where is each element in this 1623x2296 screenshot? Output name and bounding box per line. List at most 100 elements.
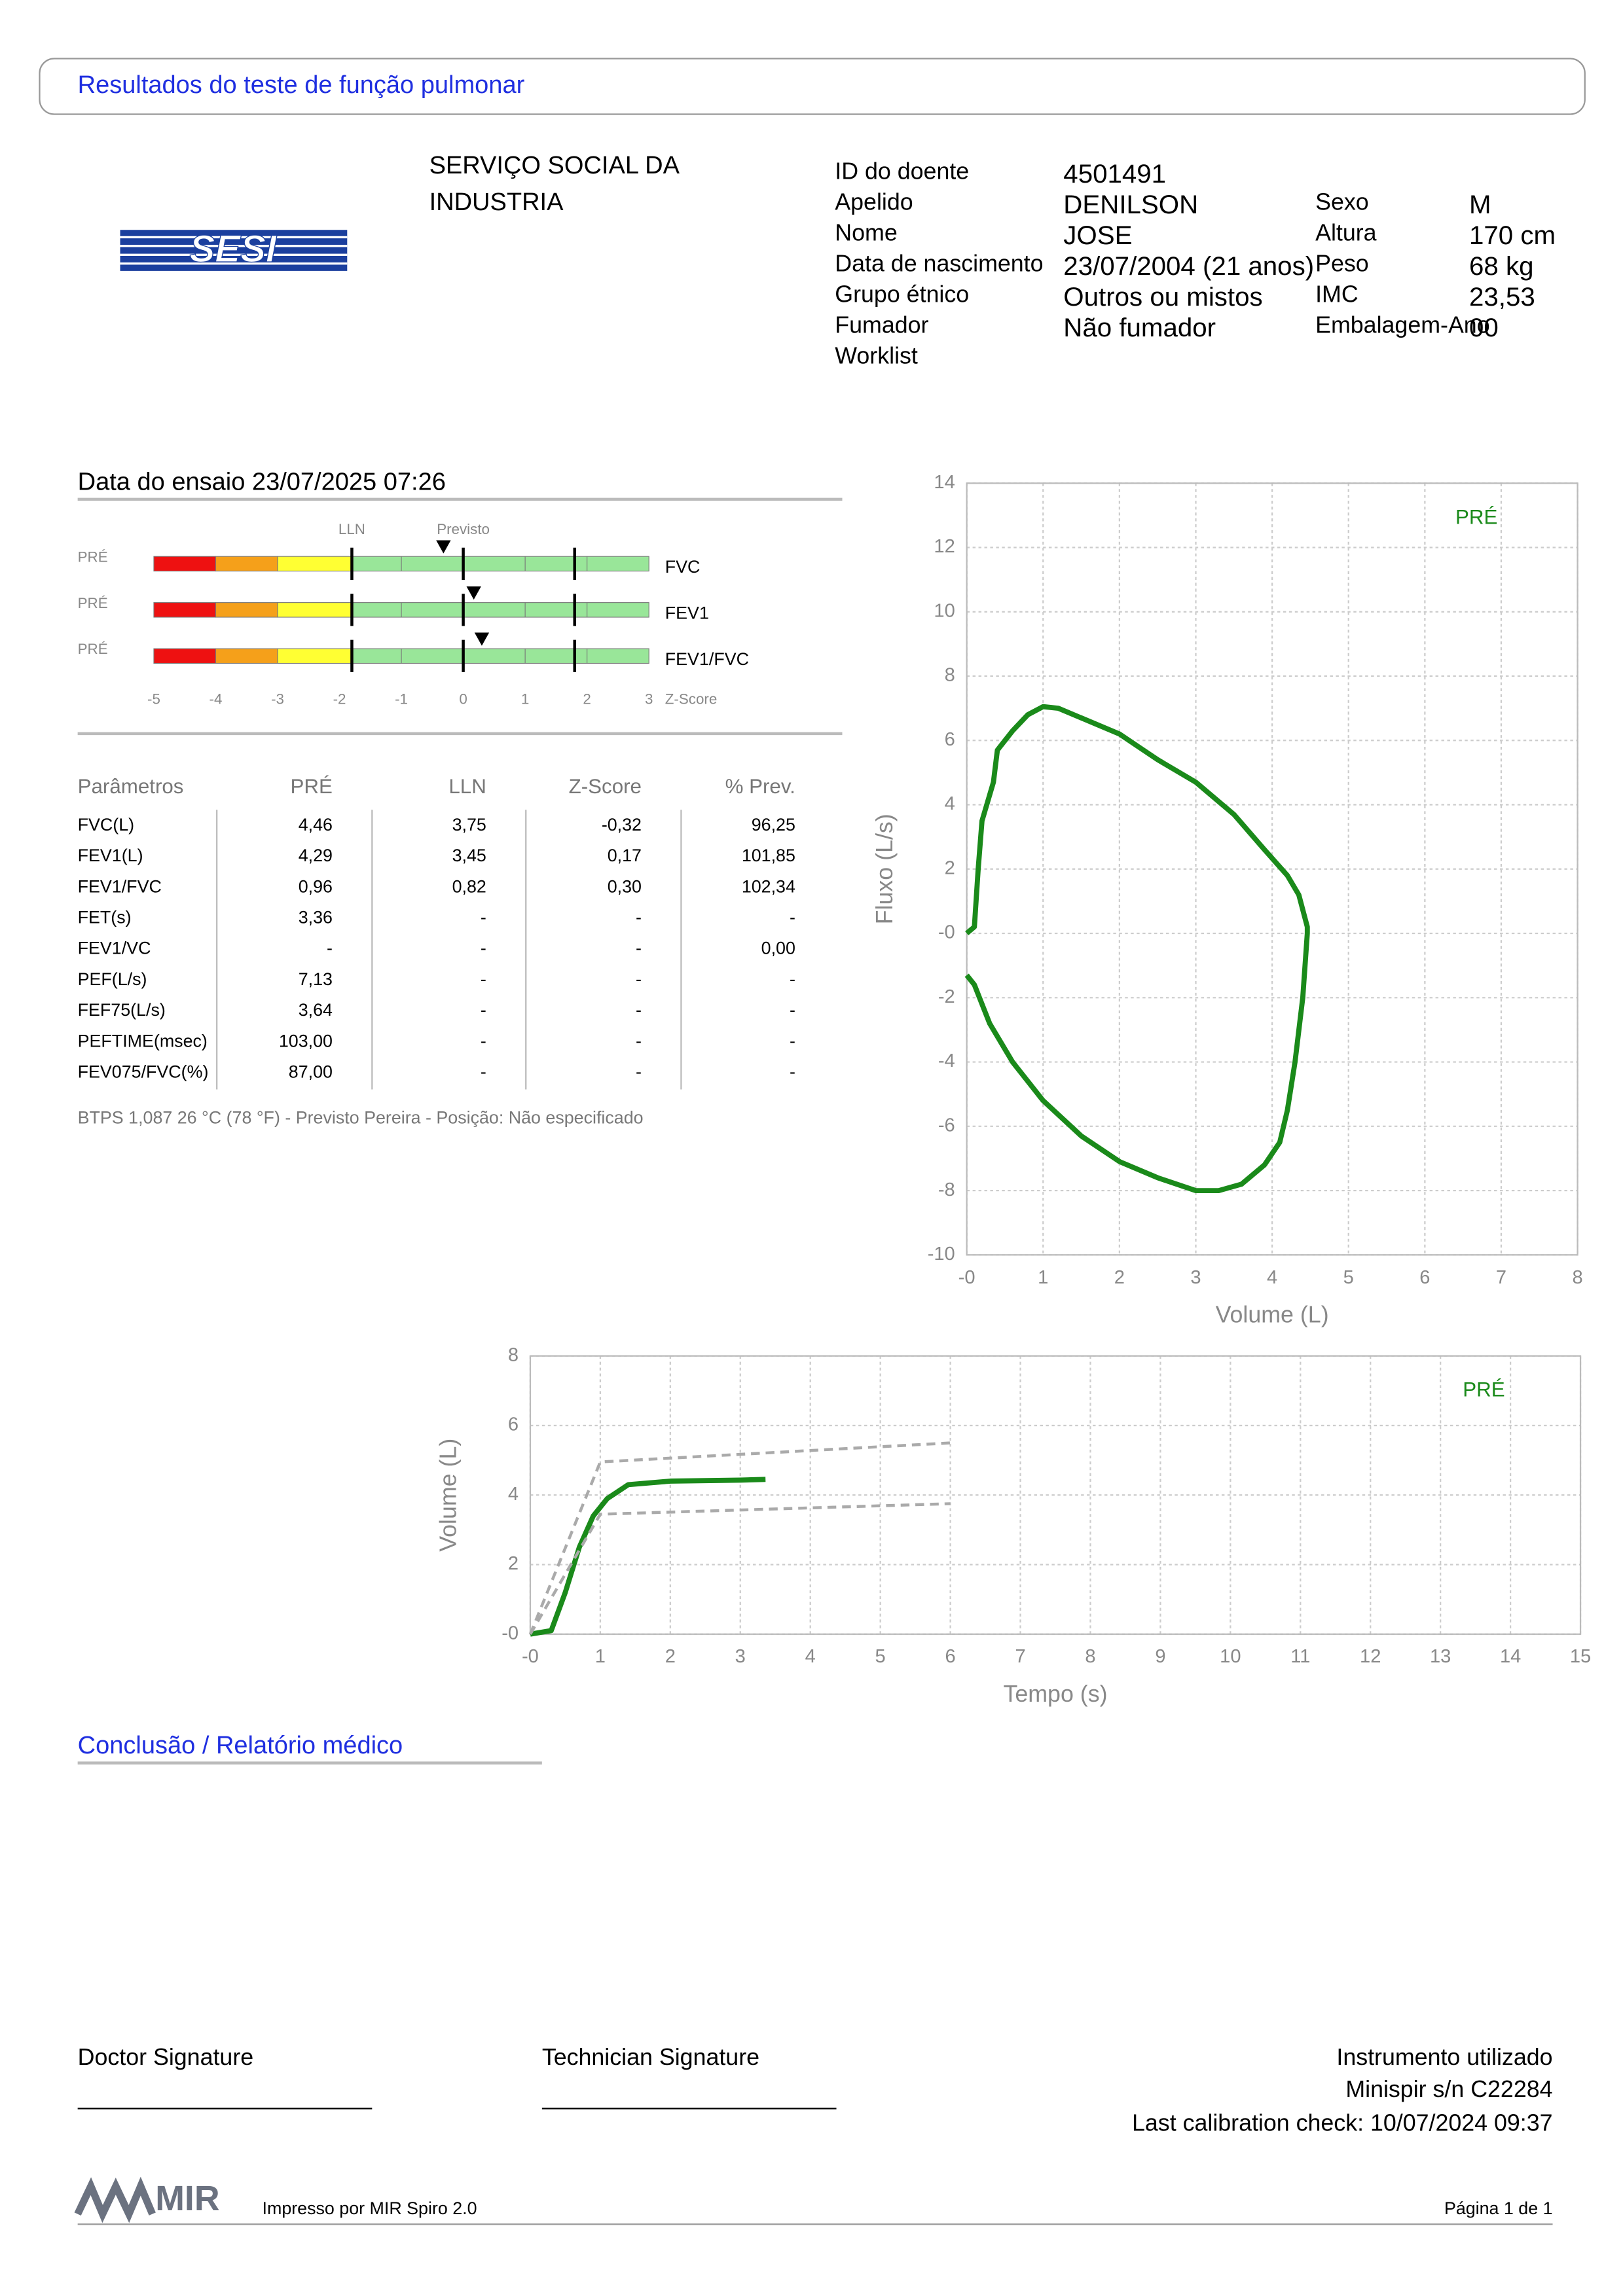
table-cell: - <box>790 908 795 927</box>
row-name: FEV1/FVC <box>78 876 162 896</box>
z-marker <box>466 586 481 600</box>
y-tick-label: 4 <box>945 793 955 814</box>
x-tick-label: 1 <box>1038 1267 1048 1288</box>
x-tick-label: 5 <box>875 1646 886 1667</box>
table-cell: - <box>790 1031 795 1050</box>
y-tick-label: 6 <box>945 729 955 750</box>
row-name: FEV075/FVC(%) <box>78 1062 209 1082</box>
x-tick-label: 6 <box>1419 1267 1430 1288</box>
table-cell: - <box>481 1062 486 1082</box>
header-box <box>39 58 1586 115</box>
z-tick-label: -2 <box>333 691 346 707</box>
z-tick-label: 2 <box>583 691 591 707</box>
table-cell: 101,85 <box>742 846 795 865</box>
y-tick-label: 4 <box>508 1484 519 1505</box>
table-cell: - <box>636 969 642 989</box>
patient-value: 4501491 <box>1063 159 1166 188</box>
row-label: FVC <box>665 557 701 577</box>
y-tick-label: 8 <box>945 665 955 686</box>
y-tick-label: -10 <box>928 1244 955 1265</box>
z-marker <box>474 632 490 646</box>
x-tick-label: 11 <box>1290 1646 1310 1667</box>
z-tick-label: -1 <box>395 691 408 707</box>
table-cell: 4,29 <box>299 846 333 865</box>
patient-value: JOSE <box>1063 221 1132 250</box>
row-tag: PRÉ <box>78 641 108 657</box>
y-tick-label: -0 <box>501 1623 519 1643</box>
z-tick-label: 1 <box>521 691 529 707</box>
institution-name: SERVIÇO SOCIAL DA <box>429 152 680 179</box>
table-cell: 3,45 <box>452 846 486 865</box>
note: BTPS 1,087 26 °C (78 °F) - Previsto Pere… <box>78 1107 644 1127</box>
y-axis-label: Volume (L) <box>435 1439 461 1552</box>
signature-label: Technician Signature <box>542 2044 759 2070</box>
patient-value: 170 cm <box>1469 221 1556 250</box>
zone <box>215 556 278 572</box>
y-tick-label: 12 <box>934 536 955 557</box>
patient-label: Grupo étnico <box>835 281 969 307</box>
x-tick-label: -0 <box>522 1646 539 1667</box>
curve <box>964 704 1310 1194</box>
zone <box>277 602 353 618</box>
patient-value: M <box>1469 190 1491 219</box>
x-tick-label: 12 <box>1360 1646 1381 1667</box>
table-cell: 3,36 <box>299 908 333 927</box>
table-cell: - <box>790 969 795 989</box>
table-header: % Prev. <box>725 775 795 798</box>
x-axis-label: Tempo (s) <box>1003 1681 1107 1707</box>
y-tick-label: -8 <box>938 1179 955 1200</box>
row-tag: PRÉ <box>78 595 108 611</box>
table-header: PRÉ <box>291 775 333 798</box>
x-tick-label: 13 <box>1430 1646 1451 1667</box>
patient-label: IMC <box>1315 281 1359 307</box>
x-tick-label: 8 <box>1085 1646 1095 1667</box>
patient-label: Worklist <box>835 342 918 368</box>
table-cell: 103,00 <box>279 1031 333 1050</box>
lln-label: LLN <box>338 521 365 537</box>
table-header: Z-Score <box>569 775 642 798</box>
zone <box>277 556 353 572</box>
x-tick-label: 2 <box>665 1646 676 1667</box>
table-cell: - <box>481 1000 486 1020</box>
patient-label: ID do doente <box>835 158 969 184</box>
y-tick-label: -6 <box>938 1115 955 1136</box>
table-cell: 0,00 <box>761 939 795 958</box>
table-cell: 0,30 <box>608 876 642 896</box>
x-tick-label: 1 <box>595 1646 606 1667</box>
row-name: FEV1/VC <box>78 939 151 958</box>
patient-value: 23,53 <box>1469 282 1535 312</box>
legend-label: PRÉ <box>1455 505 1497 528</box>
predicted-label: Previsto <box>437 521 490 537</box>
y-tick-label: -0 <box>938 922 955 943</box>
zone <box>153 556 217 572</box>
row-name: FEF75(L/s) <box>78 1000 166 1020</box>
table-cell: - <box>481 939 486 958</box>
x-tick-label: 5 <box>1343 1267 1354 1288</box>
zone <box>153 602 217 618</box>
y-tick-label: 2 <box>945 857 955 878</box>
test-date: Data do ensaio 23/07/2025 07:26 <box>78 468 446 495</box>
instrument-calibration: Last calibration check: 10/07/2024 09:37 <box>1132 2110 1553 2136</box>
table-cell: - <box>481 908 486 927</box>
patient-label: Data de nascimento <box>835 250 1043 276</box>
x-tick-label: 2 <box>1114 1267 1125 1288</box>
table-cell: - <box>636 1000 642 1020</box>
signature-label: Doctor Signature <box>78 2044 254 2070</box>
patient-label: Altura <box>1315 219 1377 245</box>
zone <box>351 556 649 572</box>
table-cell: 0,82 <box>452 876 486 896</box>
z-tick-label: 0 <box>459 691 467 707</box>
x-tick-label: 6 <box>945 1646 956 1667</box>
table-cell: 7,13 <box>299 969 333 989</box>
plot-frame <box>529 1355 1582 1635</box>
x-tick-label: 4 <box>1267 1267 1277 1288</box>
x-tick-label: 9 <box>1155 1646 1165 1667</box>
table-header: LLN <box>448 775 486 798</box>
y-tick-label: 10 <box>934 600 955 621</box>
institution-name: INDUSTRIA <box>429 188 564 216</box>
table-header: Parâmetros <box>78 775 184 798</box>
footer-logo: MIR <box>155 2179 219 2218</box>
row-label: FEV1/FVC <box>665 649 749 669</box>
table-cell: 4,46 <box>299 815 333 834</box>
